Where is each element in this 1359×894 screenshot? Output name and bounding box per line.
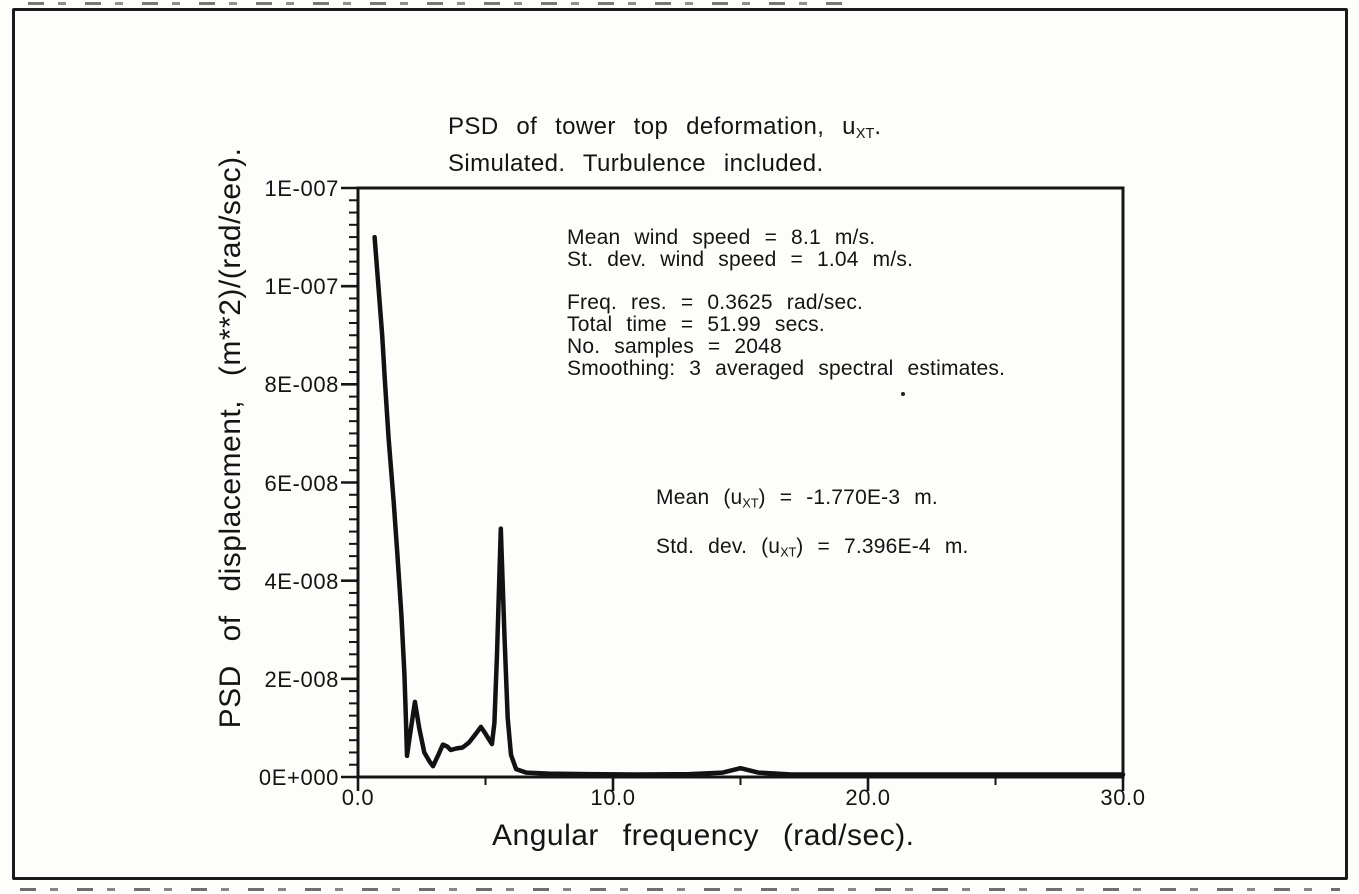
x-axis-title: Angular frequency (rad/sec).: [492, 819, 915, 852]
x-tick-label: 30.0: [1100, 785, 1146, 810]
annotation-spectral-block: Freq. res. = 0.3625 rad/sec. Total time …: [567, 292, 1005, 380]
y-tick-label: 1E-007: [264, 274, 339, 300]
figure-border: [12, 8, 1348, 880]
y-axis-title: PSD of displacement, (m**2)/(rad/sec).: [214, 147, 247, 729]
annotation-wind-block: Mean wind speed = 8.1 m/s. St. dev. wind…: [567, 227, 913, 271]
figure-title-line2: Simulated. Turbulence included.: [448, 150, 824, 178]
annotation-stdev-uxt: Std. dev. (uXT) = 7.396E-4 m.: [656, 535, 969, 560]
y-tick-label: 1E-007: [264, 176, 339, 201]
y-tick-label: 8E-008: [264, 372, 339, 398]
x-tick-label: 20.0: [845, 785, 891, 810]
scan-artifact-dot: [901, 392, 905, 396]
annotation-mean-wind-speed: Mean wind speed = 8.1 m/s.: [567, 226, 876, 249]
annotation-mean-uxt: Mean (uXT) = -1.770E-3 m.: [656, 486, 938, 511]
y-tick-label: 0E+000: [258, 765, 339, 790]
annotation-total-time: Total time = 51.99 secs.: [567, 313, 825, 336]
y-tick-label: 6E-008: [264, 470, 339, 496]
y-tick-label: 2E-008: [264, 666, 339, 692]
scan-artifact-top: [28, 2, 843, 5]
figure-title: PSD of tower top deformation, uXT. Simul…: [448, 112, 881, 178]
scan-artifact-bottom: [20, 888, 1340, 891]
x-tick-label: 0.0: [341, 785, 375, 810]
annotation-smoothing: Smoothing: 3 averaged spectral estimates…: [567, 357, 1006, 380]
x-tick-label: 10.0: [590, 785, 636, 810]
annotation-stdev-wind-speed: St. dev. wind speed = 1.04 m/s.: [567, 248, 914, 271]
figure-title-line1: PSD of tower top deformation, uXT.: [448, 113, 882, 143]
annotation-num-samples: No. samples = 2048: [567, 335, 782, 358]
annotation-freq-resolution: Freq. res. = 0.3625 rad/sec.: [567, 291, 864, 314]
psd-curve: [372, 234, 1126, 777]
plot-frame: [356, 186, 1125, 779]
y-tick-label: 4E-008: [264, 568, 339, 594]
